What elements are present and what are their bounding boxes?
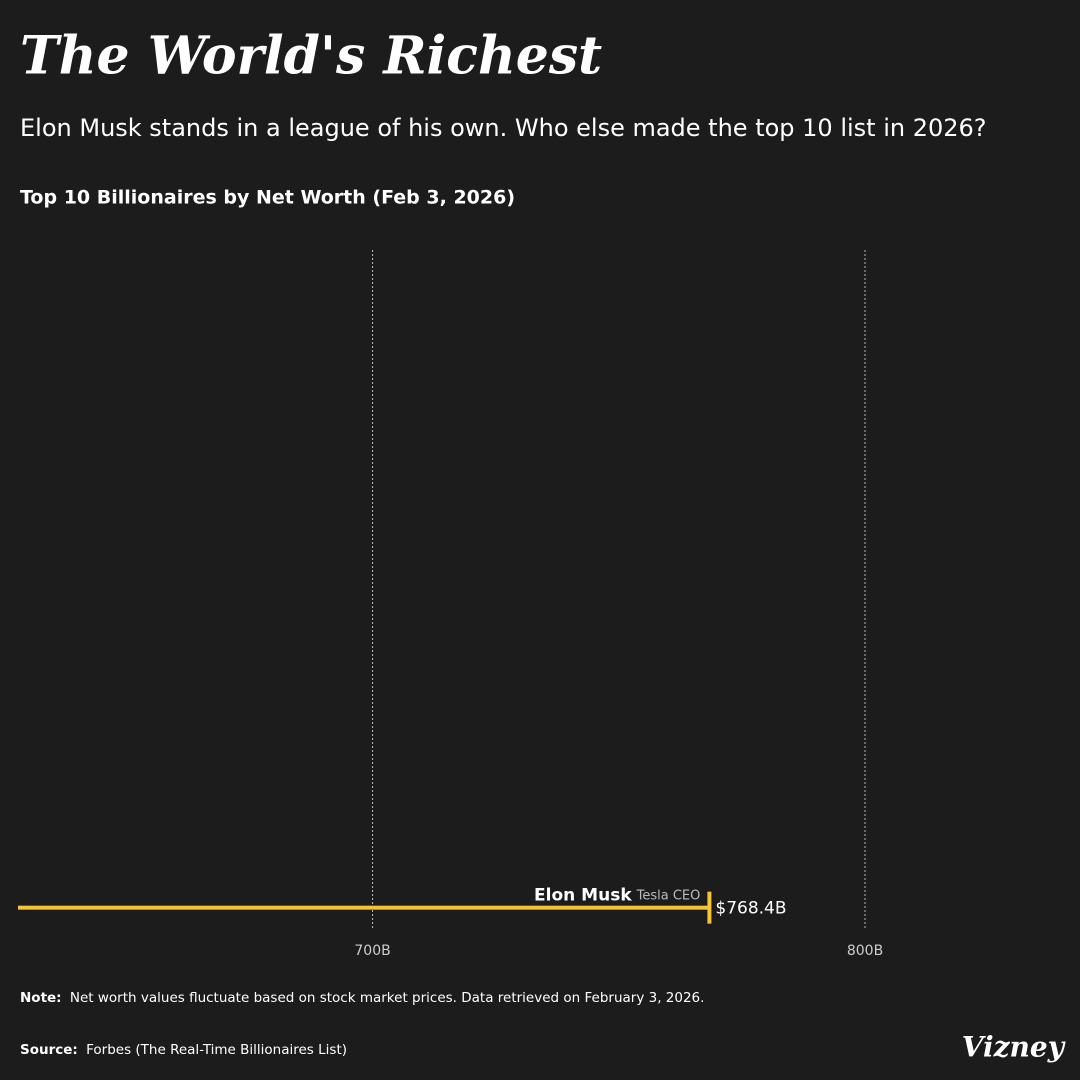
- x-tick-label: 700B: [354, 943, 390, 959]
- source: Source: Forbes (The Real-Time Billionair…: [20, 1042, 347, 1058]
- note-label: Note:: [20, 990, 62, 1006]
- bar-cap: [707, 891, 712, 924]
- chart-title: Top 10 Billionaires by Net Worth (Feb 3,…: [20, 187, 515, 209]
- plot-area: 700B 800B Elon Musk Tesla CEO $768.4B: [18, 250, 883, 959]
- note-text: Net worth values fluctuate based on stoc…: [70, 990, 705, 1006]
- brand: Vizney: [962, 1031, 1066, 1064]
- title: The World's Richest: [20, 26, 602, 87]
- value-label: $768.4B: [715, 899, 786, 919]
- role-label: Tesla CEO: [636, 888, 701, 903]
- note: Note: Net worth values fluctuate based o…: [20, 990, 704, 1006]
- subtitle: Elon Musk stands in a league of his own.…: [20, 114, 987, 142]
- x-tick-label: 800B: [847, 943, 883, 959]
- category-label: Elon Musk: [534, 886, 632, 906]
- bar: [18, 905, 710, 910]
- source-label: Source:: [20, 1042, 78, 1058]
- bar-label: Elon Musk Tesla CEO: [534, 886, 700, 906]
- source-text: Forbes (The Real-Time Billionaires List): [86, 1042, 347, 1058]
